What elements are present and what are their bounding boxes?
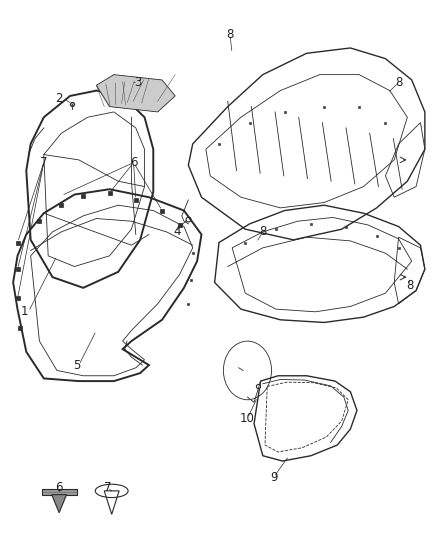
Text: 7: 7 [103,481,111,494]
Text: 8: 8 [395,76,402,89]
Text: 9: 9 [270,471,278,483]
Polygon shape [52,495,67,513]
Text: 6: 6 [130,156,138,169]
Polygon shape [42,489,77,495]
Text: 4: 4 [173,225,181,238]
Polygon shape [96,75,175,112]
Text: 5: 5 [73,359,80,372]
Text: 7: 7 [40,156,48,169]
Text: 8: 8 [226,28,233,41]
Text: 2: 2 [55,92,63,105]
Text: 8: 8 [406,279,413,292]
Text: 8: 8 [259,225,266,238]
Text: 6: 6 [55,481,63,494]
Text: 3: 3 [134,76,141,89]
Text: 1: 1 [20,305,28,318]
Text: 10: 10 [240,412,255,425]
